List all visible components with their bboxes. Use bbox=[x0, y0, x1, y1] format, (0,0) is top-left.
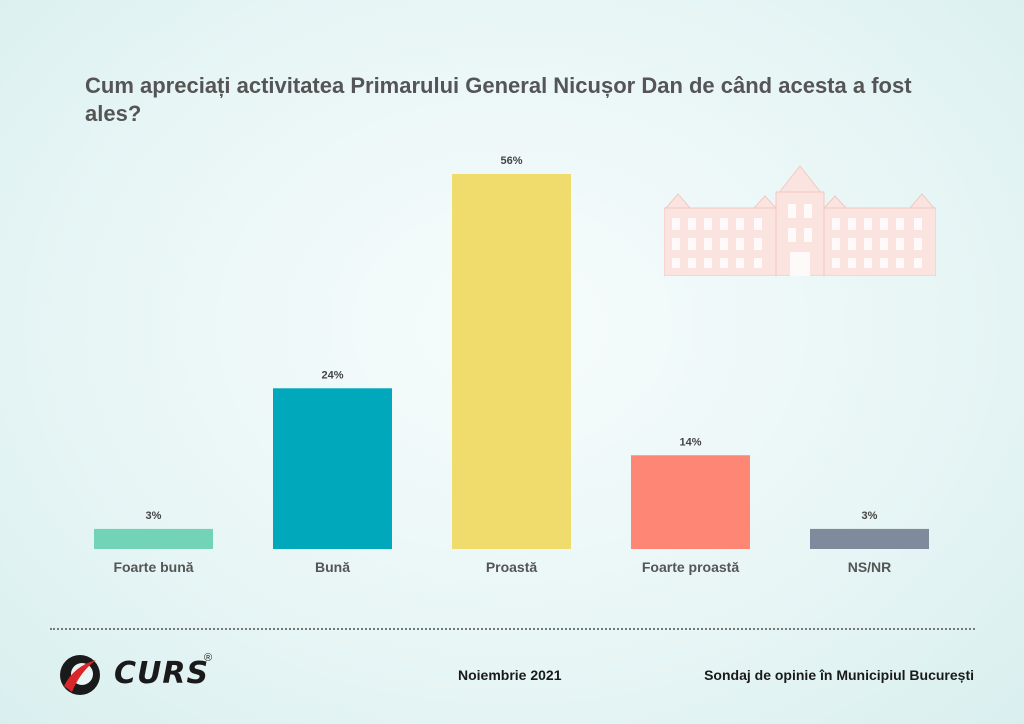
data-label-3: 14% bbox=[679, 436, 701, 448]
category-label-1: Bună bbox=[315, 559, 350, 575]
bar-3 bbox=[631, 455, 750, 549]
chart-title: Cum apreciați activitatea Primarului Gen… bbox=[85, 73, 912, 126]
category-label-0: Foarte bună bbox=[113, 559, 193, 575]
brand-name: CURS bbox=[114, 656, 210, 691]
registered-mark: ® bbox=[204, 652, 213, 664]
city-hall-building-icon bbox=[664, 165, 936, 276]
bar-0 bbox=[94, 528, 213, 549]
survey-description: Sondaj de opinie în Municipiul București bbox=[704, 667, 974, 683]
data-label-0: 3% bbox=[146, 510, 162, 522]
bar-1 bbox=[273, 388, 392, 549]
category-label-3: Foarte proastă bbox=[642, 559, 739, 575]
bar-4 bbox=[810, 528, 929, 549]
data-label-1: 24% bbox=[321, 369, 343, 381]
bar-2 bbox=[452, 174, 571, 549]
data-label-4: 3% bbox=[862, 510, 878, 522]
curs-logo-icon bbox=[60, 655, 100, 695]
data-label-2: 56% bbox=[500, 155, 522, 167]
curs-logo: CURS ® bbox=[56, 652, 226, 698]
survey-date: Noiembrie 2021 bbox=[458, 667, 562, 683]
category-label-4: NS/NR bbox=[848, 559, 892, 575]
category-label-2: Proastă bbox=[486, 559, 538, 575]
footer-divider bbox=[50, 628, 975, 630]
